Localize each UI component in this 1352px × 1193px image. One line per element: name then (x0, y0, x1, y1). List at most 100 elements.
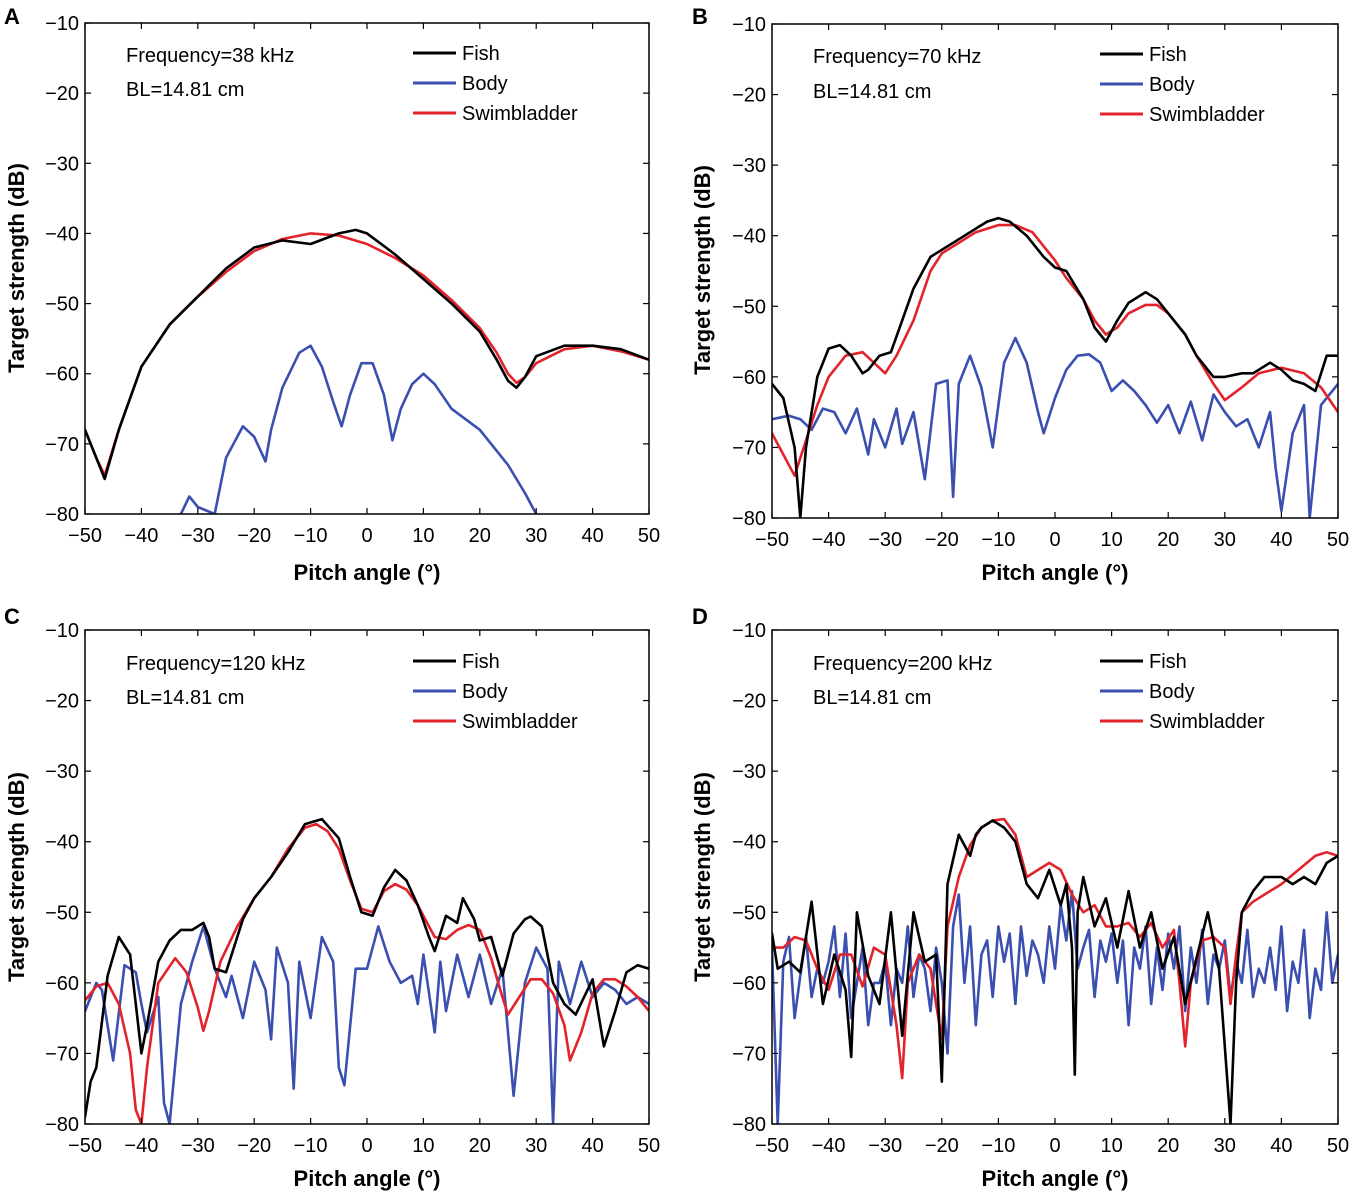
x-tick-label: 10 (412, 1135, 434, 1157)
x-tick-label: 0 (361, 525, 372, 547)
x-tick-label: −20 (925, 1135, 959, 1157)
x-tick-label: 20 (469, 525, 491, 547)
x-tick-label: −10 (294, 1135, 328, 1157)
x-tick-label: 30 (525, 1135, 547, 1157)
svg-text:Pitch angle (°): Pitch angle (°) (982, 1166, 1129, 1191)
x-tick-label: 20 (1157, 529, 1179, 551)
frequency-annotation: Frequency=38 kHz (126, 45, 294, 67)
svg-text:Pitch angle (°): Pitch angle (°) (982, 560, 1129, 585)
y-tick-label: −20 (732, 85, 766, 107)
series-line-body (85, 925, 649, 1124)
svg-text:Target strength (dB): Target strength (dB) (4, 772, 29, 982)
legend: Fish Body Swimbladder (413, 43, 578, 125)
y-tick-label: −80 (732, 508, 766, 530)
x-tick-label: −30 (868, 1135, 902, 1157)
plot-area (772, 216, 1338, 518)
panel-letter: B (692, 4, 708, 29)
x-tick-label: 0 (1049, 1135, 1060, 1157)
y-tick-label: −40 (45, 223, 79, 245)
legend-label-body: Body (462, 73, 508, 95)
legend-label-body: Body (1149, 74, 1195, 96)
x-tick-label: 10 (1100, 1135, 1122, 1157)
y-tick-label: −60 (45, 973, 79, 995)
panel-a: A Frequency=38 kHz BL=14.81 cm Pitch ang… (4, 4, 660, 585)
y-tick-label: −50 (45, 294, 79, 316)
series-line-body (179, 344, 538, 514)
y-tick-label: −70 (45, 1043, 79, 1065)
x-tick-label: −20 (237, 1135, 271, 1157)
bl-annotation: BL=14.81 cm (813, 81, 931, 103)
x-axis-label: Pitch angle (°) (294, 1166, 441, 1191)
bl-annotation: BL=14.81 cm (813, 687, 931, 709)
x-tick-label: 40 (581, 525, 603, 547)
series-line-fish (772, 819, 1338, 1124)
y-tick-label: −70 (45, 434, 79, 456)
panel-letter: D (692, 604, 708, 629)
y-tick-label: −10 (732, 14, 766, 36)
series-line-fish (772, 216, 1338, 518)
legend-label-swimbladder: Swimbladder (462, 711, 578, 733)
y-axis-label: Target strength (dB) (4, 772, 29, 982)
y-tick-label: −50 (732, 902, 766, 924)
legend-label-fish: Fish (1149, 44, 1187, 66)
frequency-annotation: Frequency=70 kHz (813, 46, 981, 68)
series-line-body (772, 336, 1338, 518)
legend-label-fish: Fish (1149, 651, 1187, 673)
panel-d: D Frequency=200 kHz BL=14.81 cm Pitch an… (690, 604, 1349, 1191)
x-tick-label: −40 (124, 525, 158, 547)
x-tick-label: 0 (361, 1135, 372, 1157)
plot-area (85, 817, 649, 1124)
x-tick-label: 20 (1157, 1135, 1179, 1157)
panel-letter: C (4, 604, 20, 629)
series-line-fish (85, 817, 649, 1119)
plot-area (772, 817, 1338, 1124)
y-tick-label: −40 (732, 832, 766, 854)
y-tick-label: −40 (45, 832, 79, 854)
svg-text:Target strength (dB): Target strength (dB) (690, 772, 715, 982)
y-tick-label: −60 (45, 364, 79, 386)
y-axis-label: Target strength (dB) (690, 772, 715, 982)
bl-annotation: BL=14.81 cm (126, 687, 244, 709)
legend-label-swimbladder: Swimbladder (1149, 104, 1265, 126)
legend-label-swimbladder: Swimbladder (462, 103, 578, 125)
y-tick-label: −20 (45, 691, 79, 713)
panel-letter: A (4, 4, 20, 29)
plot-area (85, 228, 649, 514)
x-tick-label: −10 (981, 1135, 1015, 1157)
svg-text:Pitch angle (°): Pitch angle (°) (294, 560, 441, 585)
x-tick-label: 0 (1049, 529, 1060, 551)
y-tick-label: −40 (732, 226, 766, 248)
x-tick-label: 50 (1327, 1135, 1349, 1157)
x-tick-label: 40 (1270, 529, 1292, 551)
x-tick-label: 30 (525, 525, 547, 547)
x-tick-label: 50 (1327, 529, 1349, 551)
y-tick-label: −70 (732, 1043, 766, 1065)
y-axis-label: Target strength (dB) (690, 165, 715, 375)
x-tick-label: −40 (812, 529, 846, 551)
series-line-swimbladder (772, 817, 1338, 1080)
y-tick-label: −80 (45, 1114, 79, 1136)
y-tick-label: −30 (45, 761, 79, 783)
legend: Fish Body Swimbladder (1100, 44, 1265, 126)
x-tick-label: −30 (181, 525, 215, 547)
y-tick-label: −20 (732, 691, 766, 713)
x-tick-label: −50 (755, 529, 789, 551)
x-tick-label: −40 (124, 1135, 158, 1157)
x-tick-label: −30 (868, 529, 902, 551)
series-line-body (772, 889, 1338, 1124)
frequency-annotation: Frequency=200 kHz (813, 653, 993, 675)
x-tick-label: 10 (412, 525, 434, 547)
y-tick-label: −60 (732, 973, 766, 995)
y-tick-label: −60 (732, 367, 766, 389)
svg-text:Pitch angle (°): Pitch angle (°) (294, 1166, 441, 1191)
y-tick-label: −10 (45, 620, 79, 642)
y-tick-label: −10 (45, 13, 79, 35)
y-tick-label: −80 (45, 504, 79, 526)
legend-label-fish: Fish (462, 651, 500, 673)
x-tick-label: 50 (638, 1135, 660, 1157)
legend-label-body: Body (462, 681, 508, 703)
legend: Fish Body Swimbladder (413, 651, 578, 733)
x-tick-label: 50 (638, 525, 660, 547)
x-axis-label: Pitch angle (°) (982, 1166, 1129, 1191)
